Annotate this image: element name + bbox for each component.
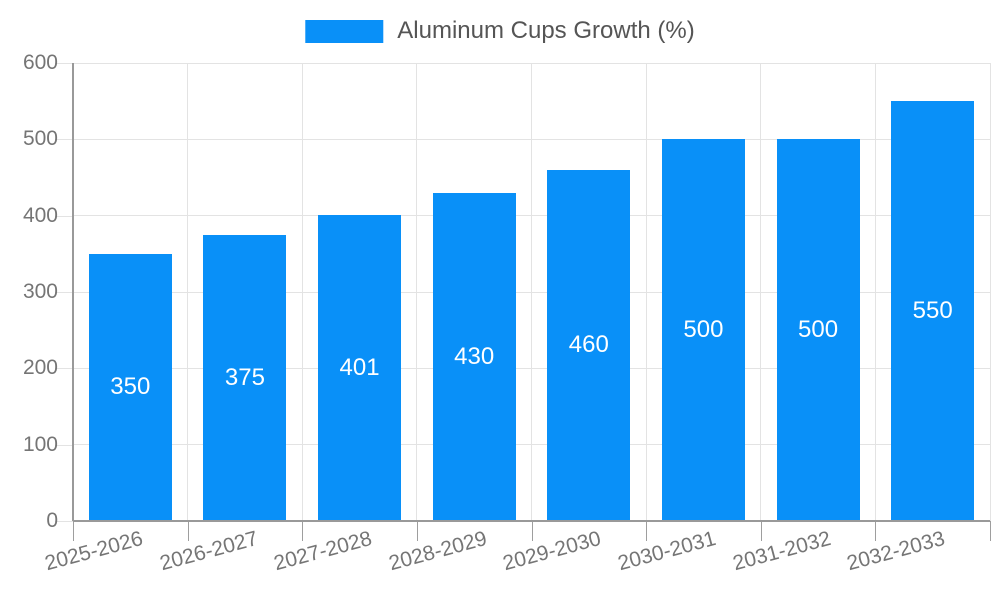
y-axis-tick-label: 400 — [22, 203, 58, 227]
gridline-vertical — [416, 63, 418, 521]
bar[interactable]: 375 — [203, 234, 287, 521]
bar[interactable]: 430 — [432, 192, 516, 521]
x-axis-tick — [990, 521, 991, 541]
gridline-vertical — [989, 63, 991, 521]
x-axis-category-label: 2027-2028 — [271, 527, 375, 576]
y-axis-tick — [55, 444, 73, 446]
x-axis-category-label: 2032-2033 — [844, 527, 948, 576]
x-axis-category-label: 2031-2032 — [730, 527, 834, 576]
y-axis-tick-label: 200 — [22, 356, 58, 380]
x-axis-category-label: 2029-2030 — [500, 527, 604, 576]
bar[interactable]: 350 — [88, 253, 172, 521]
y-axis-tick — [55, 521, 73, 522]
gridline-vertical — [301, 63, 303, 521]
legend: Aluminum Cups Growth (%) — [305, 17, 695, 45]
x-axis-line — [73, 520, 990, 522]
bar[interactable]: 460 — [547, 169, 631, 521]
y-axis-tick-label: 100 — [22, 432, 58, 456]
legend-swatch — [305, 19, 384, 43]
y-axis-tick — [55, 368, 73, 370]
x-axis-tick — [302, 521, 304, 541]
bar-value-label: 550 — [912, 297, 953, 325]
y-axis-tick-label: 600 — [22, 51, 58, 74]
bar-value-label: 500 — [798, 316, 839, 344]
legend-label: Aluminum Cups Growth (%) — [397, 17, 695, 44]
y-axis-tick — [55, 139, 73, 141]
x-axis-tick — [73, 521, 74, 541]
x-axis-category-label: 2026-2027 — [156, 527, 260, 576]
x-axis-tick — [646, 521, 648, 541]
y-axis-tick-label: 0 — [46, 509, 58, 532]
bar-value-label: 350 — [110, 373, 151, 401]
x-axis-category-label: 2030-2031 — [615, 527, 719, 576]
bar[interactable]: 500 — [776, 139, 860, 521]
bar[interactable]: 500 — [661, 139, 745, 521]
gridline-vertical — [531, 63, 532, 521]
bar[interactable]: 401 — [318, 214, 402, 521]
gridline-vertical — [760, 63, 762, 521]
x-axis-tick — [187, 521, 189, 541]
bar[interactable]: 550 — [891, 101, 975, 521]
gridline-vertical — [645, 63, 647, 521]
x-axis-tick — [875, 521, 877, 541]
y-axis-tick — [55, 215, 73, 217]
x-axis-category-label: 2025-2026 — [42, 527, 146, 576]
bar-value-label: 375 — [224, 363, 265, 391]
y-axis-tick — [55, 63, 73, 64]
y-axis-tick-label: 300 — [22, 280, 58, 303]
x-axis-tick — [531, 521, 533, 541]
y-axis-tick-label: 500 — [22, 127, 58, 151]
y-axis-line — [72, 63, 74, 521]
bar-value-label: 500 — [683, 316, 724, 344]
gridline-vertical — [187, 63, 189, 521]
gridline-vertical — [874, 63, 876, 521]
x-axis-category-label: 2028-2029 — [386, 527, 490, 576]
bar-value-label: 460 — [568, 331, 609, 359]
y-axis-tick — [55, 292, 73, 293]
bar-value-label: 430 — [454, 342, 495, 370]
plot-area: 350 375 401 430 460 500 500 550 — [72, 62, 991, 522]
x-axis-tick — [760, 521, 762, 541]
x-axis-tick — [416, 521, 418, 541]
bar-value-label: 401 — [339, 353, 380, 381]
